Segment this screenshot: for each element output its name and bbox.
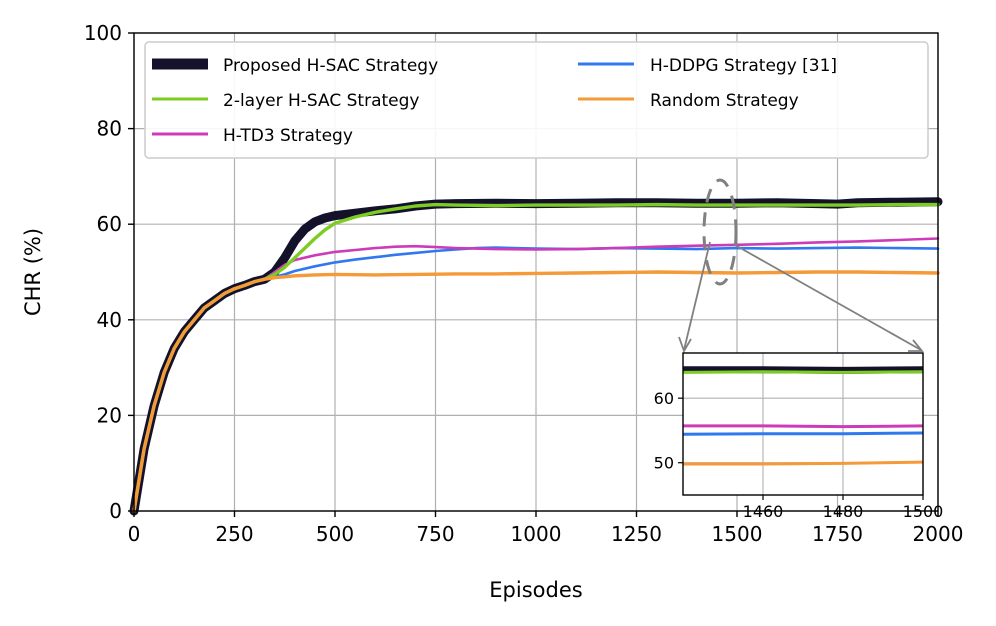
- zoom-arrowhead-left: [678, 336, 692, 354]
- x-tick-label: 750: [416, 522, 454, 546]
- zoom-arrow-left: [683, 241, 711, 351]
- legend-box: [144, 41, 929, 159]
- x-tick-label: 500: [316, 522, 354, 546]
- inset-x-tick-label: 1480: [823, 502, 864, 521]
- inset-frame: [682, 352, 924, 496]
- x-tick-label: 1750: [812, 522, 863, 546]
- main-series: [129, 197, 943, 516]
- y-tick-label: 0: [109, 499, 122, 523]
- legend-label-2layer: 2-layer H-SAC Strategy: [223, 91, 419, 111]
- inset-series-line-random-strategy: [683, 460, 924, 466]
- x-tick-label: 1000: [511, 522, 562, 546]
- y-axis-label: CHR (%): [21, 228, 45, 316]
- inset-y-tick-label: 60: [654, 389, 674, 408]
- x-tick-label: 1500: [712, 522, 763, 546]
- legend-label-random: Random Strategy: [650, 91, 799, 111]
- y-tick-label: 60: [97, 212, 122, 236]
- y-tick-label: 80: [97, 117, 122, 141]
- x-tick-label: 2000: [913, 522, 964, 546]
- main-ticks: 0 250 500 750 1000 1250 1500 1750 2000 0 20 40 60 80 1…: [84, 21, 964, 546]
- inset: 1460 1480 1500 50 60: [654, 352, 944, 521]
- inset-series: [682, 366, 924, 466]
- series-line-random-strategy: [132, 270, 940, 513]
- legend: Proposed H-SAC Strategy 2-layer H-SAC St…: [144, 41, 929, 159]
- inset-ticks: 1460 1480 1500 50 60: [654, 389, 944, 521]
- y-tick-label: 40: [97, 308, 122, 332]
- zoom-arrow-right: [734, 244, 922, 351]
- x-tick-label: 0: [128, 522, 141, 546]
- inset-series-line-2-layer-h-sac-strategy: [682, 370, 924, 374]
- inset-series-line-h-ddpg-strategy-31: [682, 431, 924, 436]
- y-tick-label: 20: [97, 403, 122, 427]
- legend-label-hddpg: H-DDPG Strategy [31]: [650, 56, 837, 76]
- inset-series-line-proposed-h-sac-strategy: [683, 366, 924, 374]
- inset-x-tick-label: 1460: [743, 502, 784, 521]
- x-tick-label: 1250: [611, 522, 662, 546]
- y-tick-label: 100: [84, 21, 122, 45]
- inset-series-line-h-td3-strategy: [683, 424, 924, 429]
- x-tick-label: 250: [215, 522, 253, 546]
- inset-x-tick-label: 1500: [903, 502, 944, 521]
- zoom-marker: [678, 178, 924, 354]
- zoom-arrowhead-right: [908, 339, 924, 352]
- zoom-ellipse: [702, 178, 738, 286]
- x-axis-label: Episodes: [489, 578, 582, 602]
- inset-y-tick-label: 50: [654, 454, 674, 473]
- legend-label-htd3: H-TD3 Strategy: [223, 126, 353, 146]
- inset-background: [683, 353, 923, 495]
- legend-label-proposed: Proposed H-SAC Strategy: [223, 56, 438, 76]
